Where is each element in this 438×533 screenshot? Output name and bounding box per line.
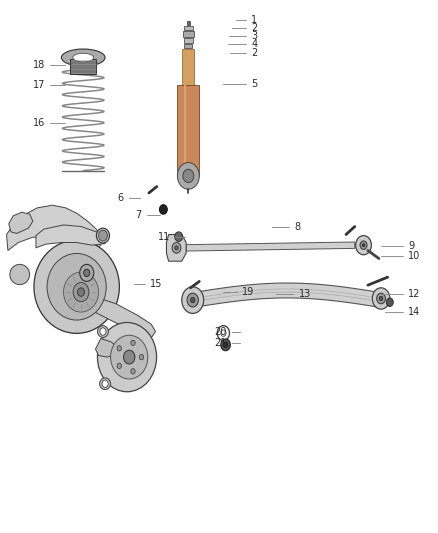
Text: 20: 20 (215, 327, 227, 336)
Text: 7: 7 (135, 211, 141, 220)
Circle shape (99, 230, 107, 241)
Circle shape (221, 339, 230, 351)
Circle shape (187, 293, 198, 307)
Circle shape (159, 205, 167, 214)
Ellipse shape (61, 49, 105, 66)
Circle shape (100, 328, 106, 335)
Text: 3: 3 (251, 31, 258, 41)
Bar (71, 59, 96, 74)
Ellipse shape (96, 228, 110, 243)
Text: 1: 1 (251, 15, 258, 25)
Circle shape (172, 243, 181, 253)
Circle shape (217, 326, 230, 341)
Text: 15: 15 (150, 279, 162, 288)
Circle shape (223, 342, 228, 348)
Circle shape (191, 297, 195, 303)
Ellipse shape (99, 378, 110, 390)
Polygon shape (85, 296, 155, 340)
Ellipse shape (47, 254, 106, 320)
Text: 9: 9 (408, 241, 414, 251)
Circle shape (362, 244, 365, 247)
Text: 12: 12 (408, 289, 420, 299)
Circle shape (139, 354, 144, 360)
Text: 19: 19 (242, 287, 254, 297)
Circle shape (372, 288, 390, 309)
Text: 18: 18 (33, 60, 45, 70)
Circle shape (356, 236, 371, 255)
Circle shape (360, 241, 367, 249)
Circle shape (175, 232, 183, 241)
Circle shape (131, 340, 135, 345)
Polygon shape (36, 225, 105, 248)
Polygon shape (166, 235, 186, 261)
Text: 11: 11 (158, 232, 170, 242)
Polygon shape (193, 283, 381, 308)
Text: 21: 21 (215, 338, 227, 348)
Circle shape (175, 246, 178, 250)
Circle shape (131, 369, 135, 374)
Text: 6: 6 (118, 193, 124, 203)
Circle shape (80, 264, 94, 281)
Text: 13: 13 (299, 289, 311, 299)
Text: 14: 14 (408, 307, 420, 317)
Bar (184, 85, 187, 176)
Text: 5: 5 (251, 79, 258, 89)
Bar (184, 26, 193, 30)
Text: 2: 2 (251, 23, 258, 33)
Ellipse shape (97, 326, 108, 337)
Circle shape (386, 298, 393, 306)
Text: 2: 2 (251, 49, 258, 58)
Text: 16: 16 (33, 118, 45, 127)
Circle shape (377, 293, 385, 304)
Ellipse shape (97, 322, 157, 392)
Bar (183, 31, 194, 37)
Ellipse shape (10, 264, 30, 285)
Bar (184, 38, 193, 43)
Polygon shape (9, 212, 33, 233)
Circle shape (78, 288, 85, 296)
Circle shape (183, 169, 194, 182)
Ellipse shape (64, 272, 99, 312)
Circle shape (84, 269, 90, 277)
Circle shape (73, 282, 89, 302)
Bar (177, 85, 199, 176)
Circle shape (177, 163, 199, 189)
Polygon shape (7, 205, 103, 252)
Bar (182, 49, 194, 85)
Text: 4: 4 (251, 39, 258, 49)
Polygon shape (186, 242, 355, 251)
Ellipse shape (110, 335, 148, 379)
Circle shape (124, 350, 135, 364)
Circle shape (117, 363, 121, 368)
Text: 17: 17 (33, 80, 45, 90)
Circle shape (117, 346, 121, 351)
Circle shape (379, 296, 383, 301)
Circle shape (182, 287, 204, 313)
Bar (187, 21, 190, 25)
Bar (184, 44, 192, 48)
Text: 10: 10 (408, 252, 420, 261)
Ellipse shape (73, 53, 94, 62)
Ellipse shape (34, 240, 119, 334)
Polygon shape (95, 338, 117, 357)
Circle shape (102, 380, 108, 387)
Text: 8: 8 (294, 222, 300, 231)
